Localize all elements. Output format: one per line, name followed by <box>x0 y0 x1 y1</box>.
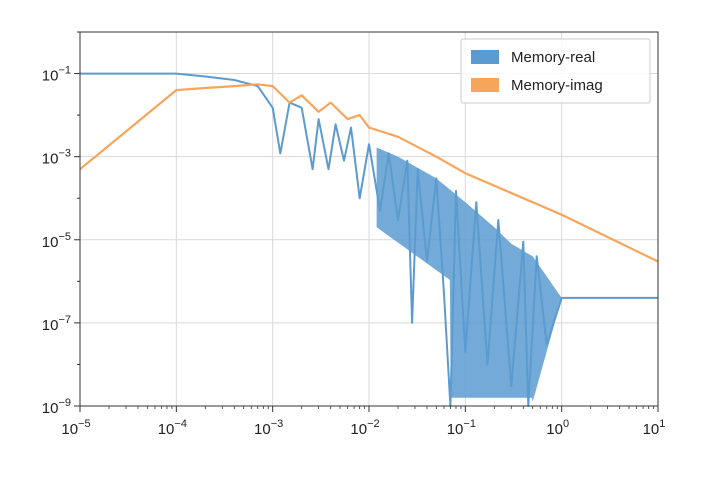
tick-labels: 10−5 10−4 10−3 10−2 10−1 100 10110−110−310−510… <box>42 65 666 438</box>
memory-real-line <box>80 72 658 407</box>
legend-label: Memory-real <box>511 49 595 66</box>
x-tick-label: 100 <box>546 418 569 438</box>
y-tick-label: 10−9 <box>42 397 71 417</box>
x-tick-label: 10−2 <box>350 418 379 438</box>
x-tick-label: 10−3 <box>254 418 283 438</box>
axes <box>74 31 659 412</box>
x-tick-label: 10−1 <box>447 418 476 438</box>
y-tick-label: 10−5 <box>42 231 71 251</box>
y-tick-label: 10−3 <box>42 148 71 168</box>
x-tick-label: 10−4 <box>158 418 187 438</box>
legend-box <box>460 38 651 104</box>
x-tick-label: 101 <box>643 418 666 438</box>
y-tick-label: 10−7 <box>42 314 71 334</box>
legend-swatch <box>471 78 499 92</box>
y-tick-label: 10−1 <box>42 65 71 85</box>
legend-swatch <box>471 50 499 64</box>
legend-label: Memory-imag <box>511 77 603 94</box>
series-layer <box>79 72 659 407</box>
legend: Memory-real Memory-imag <box>460 38 651 104</box>
x-tick-label: 10−5 <box>61 418 90 438</box>
memory-imag-line <box>79 83 659 263</box>
